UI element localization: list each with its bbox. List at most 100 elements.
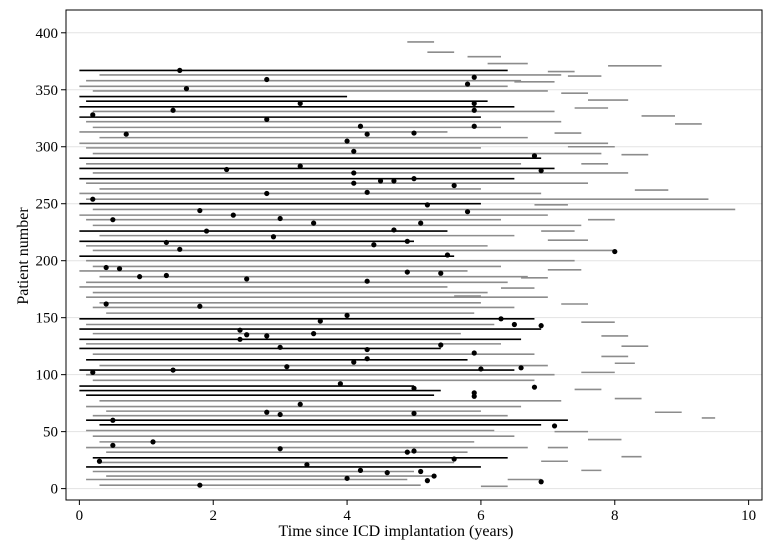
event-dot — [424, 478, 430, 484]
event-dot — [297, 100, 303, 107]
event-dot — [311, 331, 317, 337]
event-dot — [471, 74, 477, 80]
event-dot — [351, 180, 357, 186]
event-dot — [438, 270, 444, 276]
event-dot — [364, 346, 370, 353]
event-dot — [451, 182, 457, 189]
event-dot — [177, 246, 183, 252]
event-dot — [411, 385, 417, 391]
event-dot — [277, 446, 283, 452]
event-dot — [230, 212, 236, 218]
event-dot — [471, 393, 477, 399]
event-dot — [538, 323, 544, 329]
event-dot — [264, 190, 270, 197]
event-dot — [277, 411, 283, 418]
y-tick-label: 250 — [36, 197, 59, 213]
event-dot — [297, 163, 303, 169]
event-dot — [371, 242, 377, 248]
event-dot — [177, 67, 183, 73]
event-dot — [391, 178, 397, 184]
event-dot — [103, 301, 109, 307]
event-dot — [116, 266, 123, 272]
event-dot — [237, 327, 243, 333]
event-dot — [471, 107, 477, 113]
event-dot — [297, 401, 303, 407]
event-dot — [96, 458, 103, 464]
event-dot — [471, 350, 477, 356]
event-dot — [90, 112, 96, 118]
event-dot — [418, 220, 424, 226]
event-dot — [277, 215, 283, 222]
event-dot — [264, 333, 270, 339]
event-dot — [471, 100, 477, 107]
event-dot — [317, 318, 323, 324]
event-dot — [538, 168, 544, 174]
x-tick-label: 6 — [477, 508, 485, 524]
event-dot — [612, 248, 618, 255]
event-dot — [197, 303, 203, 309]
event-dot — [304, 462, 310, 468]
event-dot — [110, 217, 116, 223]
plot-frame — [65, 9, 763, 501]
event-dot — [311, 220, 317, 226]
event-dot — [110, 417, 116, 423]
event-dot — [418, 468, 424, 475]
gray-segments — [79, 41, 736, 488]
event-dot — [391, 227, 397, 233]
event-dot — [170, 367, 176, 373]
y-tick-label: 400 — [36, 26, 59, 42]
event-dot — [197, 482, 203, 488]
event-dot — [404, 238, 410, 244]
event-dot — [110, 442, 116, 448]
event-dot — [377, 178, 384, 184]
event-dot — [264, 76, 270, 83]
event-dot — [344, 475, 350, 481]
event-dot — [364, 189, 370, 195]
event-dot — [270, 234, 277, 240]
event-dot — [364, 278, 370, 284]
event-dot — [444, 252, 451, 258]
x-axis: 0 2 4 6 8 10 — [76, 500, 756, 524]
x-tick-label: 10 — [741, 508, 756, 524]
event-dot — [264, 409, 270, 415]
event-dot — [277, 344, 283, 350]
event-dot — [411, 130, 417, 136]
x-tick-label: 2 — [209, 508, 217, 524]
event-dot — [464, 81, 471, 87]
event-dot — [344, 138, 350, 144]
y-tick-label: 0 — [51, 482, 59, 498]
event-dot — [411, 448, 417, 454]
event-dot — [411, 176, 417, 182]
event-dot — [364, 356, 370, 362]
event-dot — [244, 276, 250, 282]
event-dot — [351, 148, 357, 154]
black-segments — [79, 69, 568, 468]
y-tick-label: 150 — [36, 311, 59, 327]
x-tick-label: 0 — [76, 508, 84, 524]
event-dot — [123, 131, 129, 137]
event-dot — [351, 170, 357, 176]
event-dot — [404, 449, 410, 455]
event-dot — [137, 274, 143, 280]
event-dot — [438, 342, 444, 348]
event-dot — [224, 166, 230, 173]
event-dot — [518, 365, 524, 371]
event-dot — [357, 123, 364, 129]
event-dot — [150, 439, 156, 445]
event-dot — [384, 470, 390, 476]
event-dot — [551, 423, 558, 429]
event-dot — [351, 359, 357, 365]
event-dot — [237, 336, 243, 342]
event-dot — [478, 366, 484, 372]
event-dot — [264, 116, 270, 122]
event-dot — [337, 381, 343, 387]
plot-area-border — [65, 9, 763, 501]
event-dot — [451, 456, 457, 462]
y-axis-title: Patient number — [15, 207, 32, 305]
event-dot — [424, 202, 430, 208]
event-dot — [498, 316, 504, 322]
event-dot — [163, 272, 169, 279]
event-dot — [411, 410, 417, 416]
event-dot — [203, 228, 210, 234]
